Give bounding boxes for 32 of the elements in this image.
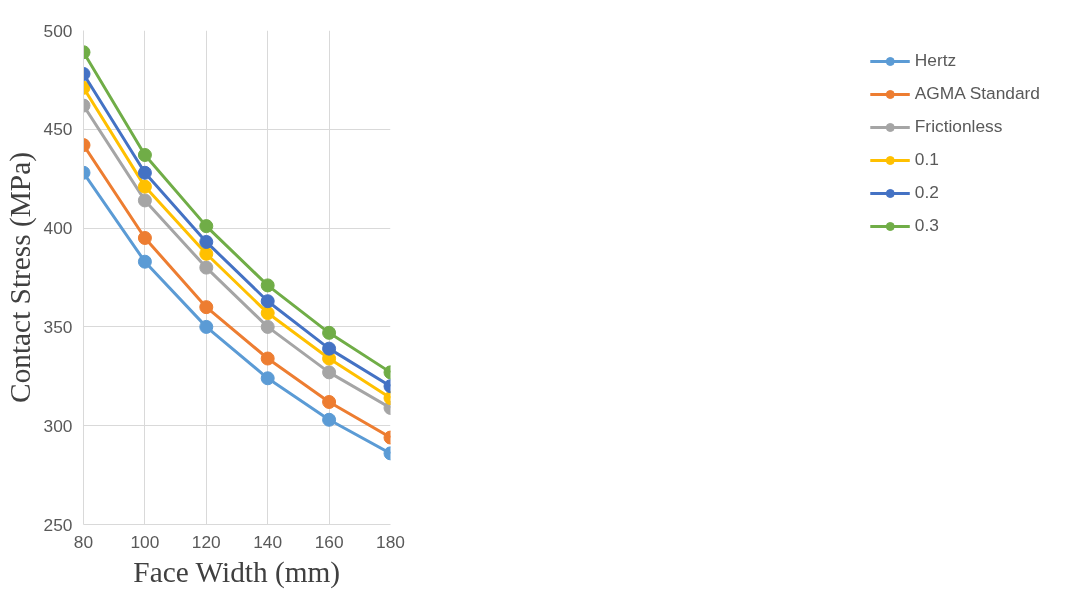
legend-label: 0.1 — [914, 149, 939, 170]
point — [199, 260, 214, 275]
point — [260, 319, 275, 334]
legend-label: 0.3 — [914, 215, 939, 236]
point — [199, 246, 214, 261]
x-tick-label: 180 — [376, 531, 405, 552]
x-axis-title: Face Width (mm) — [133, 555, 341, 589]
x-tick-label: 100 — [130, 531, 160, 552]
point — [199, 300, 214, 315]
x-tick-label: 120 — [191, 531, 221, 552]
point — [260, 351, 275, 366]
y-axis-title: Contact Stress (MPa) — [3, 152, 37, 403]
legend-label: Frictionless — [914, 116, 1003, 137]
point — [260, 278, 275, 293]
x-tick-label: 80 — [73, 531, 94, 552]
x-tick-label: 140 — [253, 531, 283, 552]
x-tick-label: 160 — [314, 531, 344, 552]
y-tick-label: 350 — [43, 316, 73, 337]
point — [199, 319, 214, 334]
point — [260, 294, 275, 309]
legend-label: 0.2 — [914, 182, 939, 203]
y-tick-label: 500 — [43, 20, 73, 41]
legend-label: Hertz — [914, 50, 957, 71]
point — [260, 306, 275, 321]
y-tick-label: 300 — [43, 415, 73, 436]
legend-label: AGMA Standard — [914, 83, 1040, 104]
point — [199, 219, 214, 234]
point — [260, 371, 275, 386]
y-tick-label: 250 — [43, 514, 73, 535]
y-tick-label: 400 — [43, 218, 73, 239]
y-tick-label: 450 — [43, 119, 73, 140]
point — [199, 234, 214, 249]
